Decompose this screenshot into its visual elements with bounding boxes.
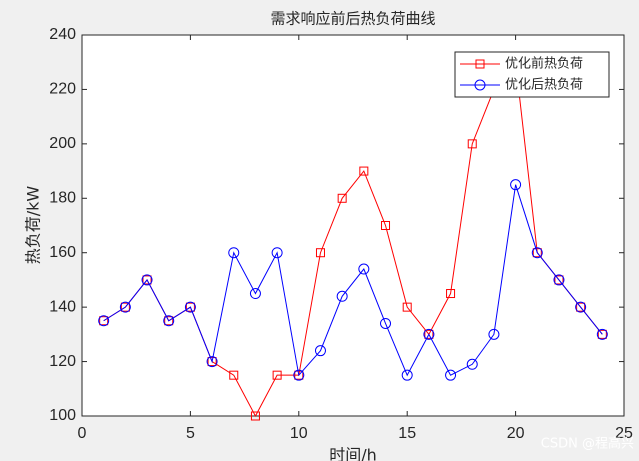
marker <box>381 221 391 230</box>
y-tick-label: 120 <box>49 353 76 370</box>
marker <box>553 274 565 286</box>
marker <box>249 288 261 300</box>
marker <box>229 370 239 380</box>
marker <box>314 345 326 357</box>
marker <box>184 301 196 313</box>
x-tick-label: 5 <box>186 425 195 442</box>
marker <box>141 274 153 286</box>
watermark: CSDN @程高兴 <box>541 436 634 452</box>
plot-area <box>81 34 625 417</box>
marker <box>402 302 412 312</box>
marker <box>467 139 477 149</box>
marker <box>531 247 543 259</box>
marker <box>120 302 130 312</box>
y-tick-label: 140 <box>49 298 76 315</box>
y-tick-label: 100 <box>49 407 76 424</box>
marker <box>336 290 348 302</box>
marker <box>424 329 434 339</box>
marker <box>207 357 217 367</box>
marker <box>142 275 152 285</box>
y-tick-label: 180 <box>49 190 76 207</box>
marker <box>315 248 325 258</box>
x-tick-label: 15 <box>398 425 416 442</box>
series-line <box>103 184 603 377</box>
marker <box>164 316 174 326</box>
marker <box>597 329 607 339</box>
marker <box>119 301 131 313</box>
marker <box>206 356 218 368</box>
marker <box>272 370 282 380</box>
marker <box>401 369 413 381</box>
marker <box>510 179 522 191</box>
marker <box>532 248 542 258</box>
x-tick-label: 20 <box>507 425 525 442</box>
marker <box>359 166 369 176</box>
marker <box>596 328 608 340</box>
marker <box>337 193 347 203</box>
marker <box>554 275 564 285</box>
marker <box>576 302 586 312</box>
marker <box>163 315 175 327</box>
y-tick-label: 240 <box>49 26 76 43</box>
marker <box>358 263 370 275</box>
marker <box>446 289 456 299</box>
marker <box>294 370 304 380</box>
legend-marker <box>475 59 485 69</box>
legend-marker <box>474 79 486 91</box>
legend-label: 优化后热负荷 <box>505 78 583 93</box>
chart-title: 需求响应前后热负荷曲线 <box>270 10 435 28</box>
marker <box>98 315 110 327</box>
marker <box>423 328 435 340</box>
marker <box>380 317 392 329</box>
marker <box>271 247 283 259</box>
marker <box>99 316 109 326</box>
x-tick-label: 25 <box>615 425 633 442</box>
y-tick-label: 160 <box>49 244 76 261</box>
marker <box>488 328 500 340</box>
marker <box>445 369 457 381</box>
marker <box>575 301 587 313</box>
legend-label: 优化前热负荷 <box>505 56 583 72</box>
marker <box>293 369 305 381</box>
marker <box>228 247 240 259</box>
marker <box>250 411 260 421</box>
y-tick-label: 220 <box>49 81 76 98</box>
x-axis-label: 时间/h <box>329 446 377 461</box>
y-tick-label: 200 <box>49 135 76 152</box>
marker <box>466 358 478 370</box>
x-tick-label: 10 <box>290 425 308 442</box>
y-axis-label: 热负荷/kW <box>24 186 43 265</box>
x-tick-label: 0 <box>78 425 87 442</box>
marker <box>185 302 195 312</box>
